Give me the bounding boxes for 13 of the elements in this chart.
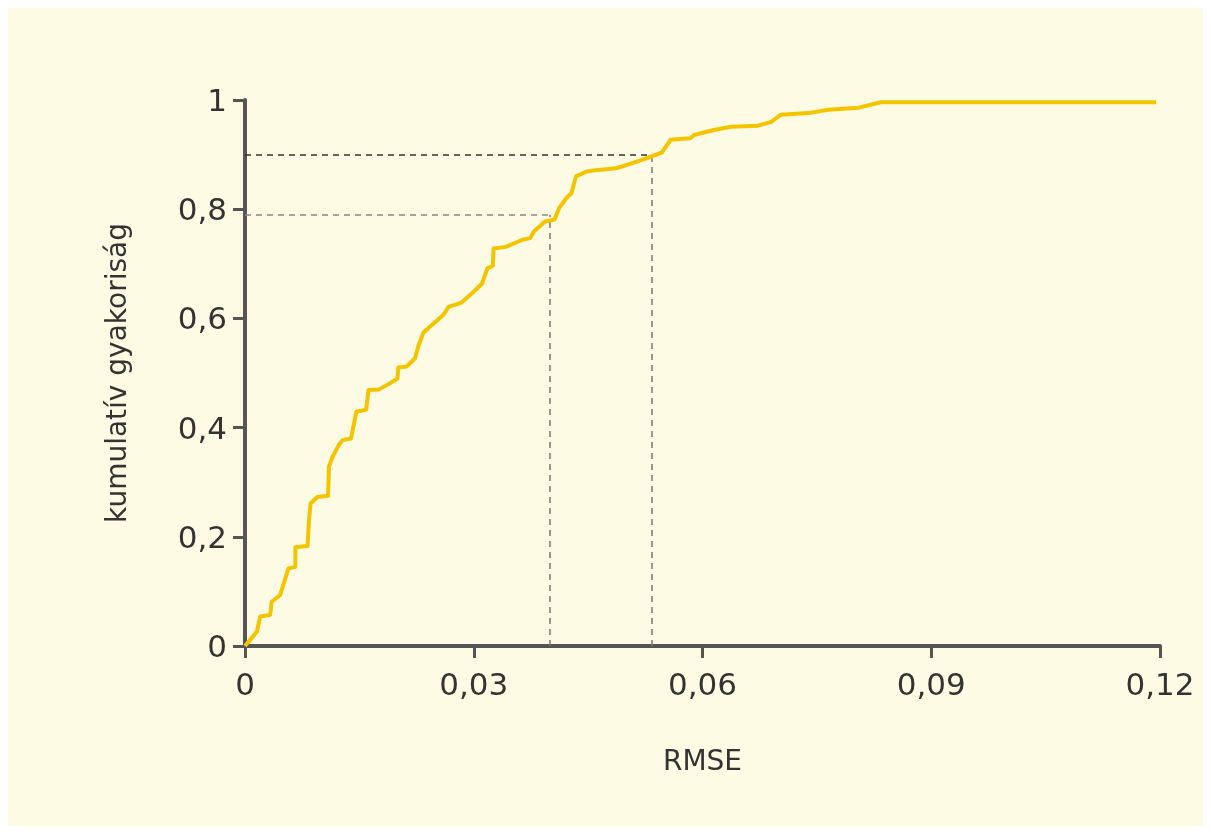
y-tick-label: 0 [207,628,227,664]
y-tick-label: 0,6 [177,300,227,337]
y-axis-title: kumulatív gyakoriság [99,223,133,523]
y-tick-label: 1 [207,82,227,118]
x-tick-label: 0,09 [896,665,966,702]
x-tick-label: 0,06 [667,665,738,702]
x-tick-label: 0 [235,665,255,702]
y-tick-label: 0,2 [177,518,227,555]
x-tick-label: 0,12 [1125,665,1195,702]
x-axis-title: RMSE [662,743,743,777]
x-tick-label: 0,03 [439,665,509,702]
y-tick-label: 0,8 [177,191,227,228]
y-tick-label: 0,4 [177,409,227,446]
